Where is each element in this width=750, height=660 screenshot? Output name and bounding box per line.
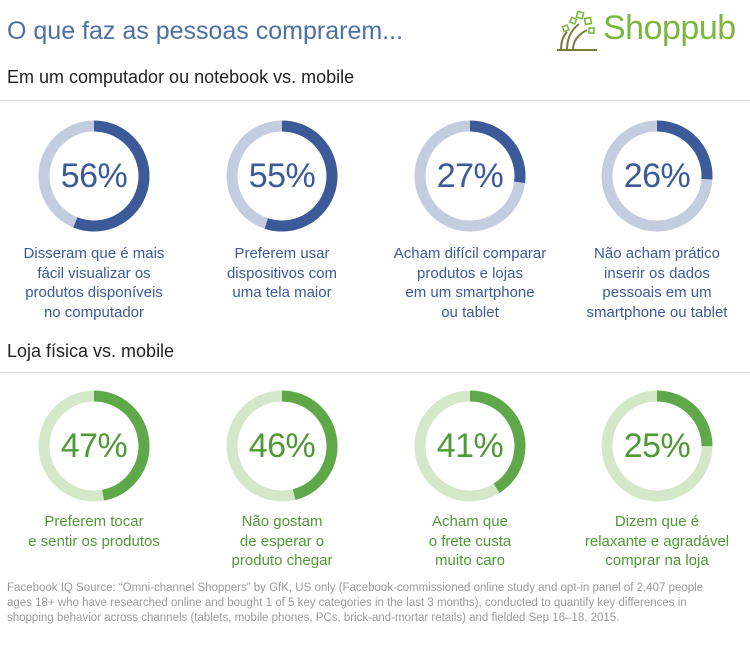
caption-line: muito caro [434,552,506,569]
footnote-line: shopping behavior across channels (table… [7,612,620,624]
caption-line: de esperar o [239,532,325,550]
section-title-computer-vs-mobile: Em um computador ou notebook vs. mobile [7,67,355,87]
caption-line: fácil visualizar os [37,264,151,282]
caption-line: inserir os dados [604,264,710,282]
caption-line: e sentir os produtos [28,532,160,550]
footnote-line: Facebook IQ Source: “Omni-channel Shoppe… [7,582,704,594]
donut-value-label: 46% [248,426,316,465]
donut-slice [601,120,713,232]
donut-svg [226,120,338,232]
donut-svg [414,120,526,232]
caption-line: Disseram que é mais [23,245,165,262]
shoppub-logo: Shoppub [553,4,748,56]
donut-slice [226,390,338,502]
donut-value-label: 41% [436,426,504,465]
caption-line: dispositivos com [226,264,338,282]
caption-line: produto chegar [231,552,333,569]
caption-line: produtos disponíveis [25,284,163,301]
caption-line: Não gostam [241,513,323,530]
donut-value-label: 56% [60,156,128,195]
donut-chart: 47% [34,386,154,506]
donut-svg [414,390,526,502]
caption-line: Acham que [432,513,508,530]
caption-line: produtos e lojas [417,264,523,282]
donut-value-label: 47% [60,426,128,465]
donut-svg [226,390,338,502]
donut-slice [414,390,526,502]
section-divider [0,100,750,101]
caption-line: Preferem usar [234,245,330,262]
donut-chart: 55% [222,116,342,236]
donut-svg [601,390,713,502]
donut-value-label: 27% [436,156,504,195]
section-title-store-vs-mobile: Loja física vs. mobile [7,341,175,361]
page-title: O que faz as pessoas comprarem... [7,17,404,45]
caption-line: no computador [43,303,145,321]
section-divider [0,372,750,373]
caption-line: uma tela maior [232,284,332,301]
donut-slice [226,120,338,232]
caption-line: Preferem tocar [44,513,144,530]
donut-chart: 46% [222,386,342,506]
donut-caption: Acham difícil comparar produtos e lojas em… [375,244,565,322]
donut-caption: Acham que o frete custa muito caro [375,512,565,571]
donut-slice [38,390,150,502]
tree-logo-icon [557,10,597,51]
donut-svg [38,120,150,232]
caption-line: pessoais em um [602,284,712,301]
donut-svg [601,120,713,232]
caption-line: Acham difícil comparar [393,245,547,262]
donut-slice [414,120,526,232]
donut-chart: 26% [597,116,717,236]
caption-line: ou tablet [441,303,499,321]
caption-line: smartphone ou tablet [586,303,728,321]
donut-chart: 27% [410,116,530,236]
donut-svg [38,390,150,502]
caption-line: comprar na loja [605,552,709,569]
caption-line: Não acham prático [594,245,720,262]
donut-caption: Preferem tocar e sentir os produtos [0,512,189,551]
donut-caption: Preferem usar dispositivos com uma tela ma… [187,244,377,303]
donut-caption: Disseram que é mais fácil visualizar os pr… [0,244,189,322]
donut-caption: Não acham prático inserir os dados pessoai… [562,244,750,322]
donut-slice [38,120,150,232]
donut-chart: 56% [34,116,154,236]
donut-caption: Dizem que é relaxante e agradável comprar … [562,512,750,571]
donut-slice [601,390,713,502]
donut-caption: Não gostam de esperar o produto chegar [187,512,377,571]
caption-line: relaxante e agradável [584,532,730,550]
donut-value-label: 26% [623,156,691,195]
caption-line: em um smartphone [405,284,535,301]
footnote: Facebook IQ Source: “Omni-channel Shoppe… [7,581,743,626]
donut-value-label: 55% [248,156,316,195]
donut-chart: 25% [597,386,717,506]
donut-value-label: 25% [623,426,691,465]
logo-text: Shoppub [603,9,736,47]
donut-chart: 41% [410,386,530,506]
caption-line: o frete custa [428,532,512,550]
footnote-line: ages 18+ who have researched online and … [7,597,687,609]
caption-line: Dizem que é [614,513,700,530]
